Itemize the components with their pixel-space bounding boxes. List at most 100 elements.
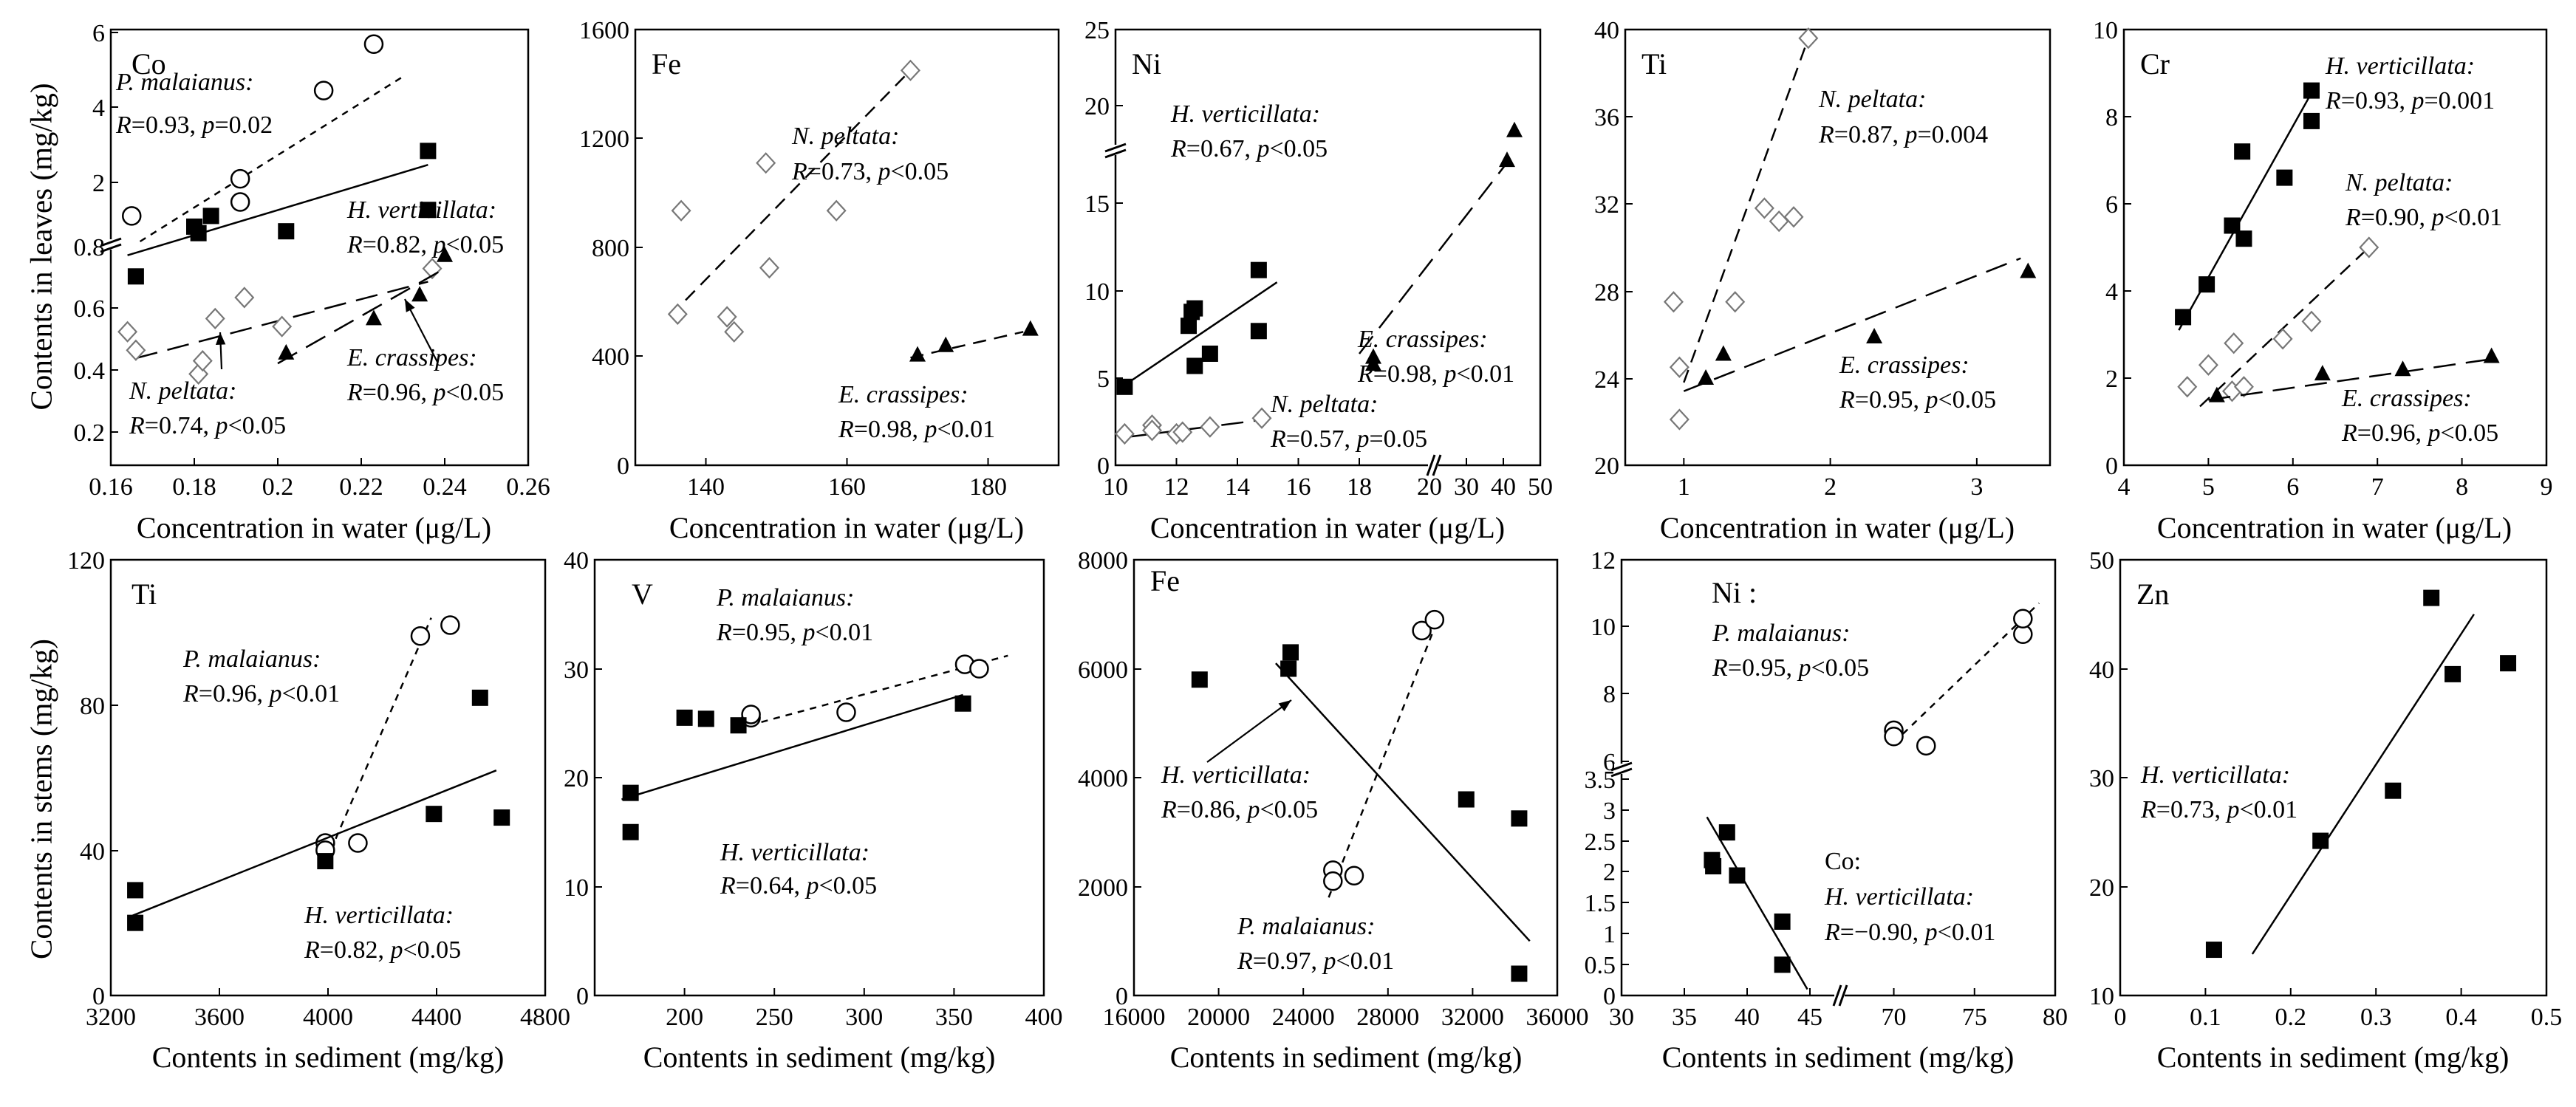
p-symbol: p xyxy=(923,416,937,443)
data-point xyxy=(192,349,213,372)
p-symbol: p xyxy=(1355,425,1369,453)
series-stat-label: R=0.86, p<0.05 xyxy=(1161,796,1318,823)
data-point xyxy=(2314,365,2331,381)
data-point xyxy=(826,199,847,222)
series-h-verticillata xyxy=(1191,644,1531,982)
x-tick-label: 0.2 xyxy=(2275,1004,2307,1031)
series-h-verticillata xyxy=(621,693,971,840)
x-tick-label: 3 xyxy=(1970,473,1983,501)
series-p-malaianus xyxy=(741,654,1008,728)
data-point xyxy=(493,809,510,826)
fit-line xyxy=(1893,602,2040,744)
y-tick-label: 4 xyxy=(92,95,105,122)
data-point xyxy=(969,659,989,679)
series-name-label: E. crassipes: xyxy=(2341,385,2472,412)
fit-line xyxy=(1275,662,1531,942)
r-symbol: R xyxy=(129,412,145,439)
data-point xyxy=(2303,112,2320,129)
data-point xyxy=(1412,620,1432,641)
p-symbol: p xyxy=(1322,947,1336,975)
stat-sep: , xyxy=(793,872,806,899)
fit-line xyxy=(1706,816,1808,990)
data-point xyxy=(954,695,971,712)
p-symbol: p xyxy=(1924,919,1938,946)
stat-sep: , xyxy=(202,412,215,439)
x-tick-label: 400 xyxy=(1025,1004,1063,1031)
data-point xyxy=(2234,143,2251,160)
r-value: =−0.90 xyxy=(1840,919,1913,946)
data-point xyxy=(2199,276,2215,293)
arrow-head xyxy=(1278,700,1291,712)
p-value: <0.01 xyxy=(2444,204,2502,231)
y-tick-label: 2000 xyxy=(1078,874,1128,902)
data-point xyxy=(126,339,146,361)
r-symbol: R xyxy=(182,680,199,707)
data-point xyxy=(2385,782,2402,799)
data-point xyxy=(190,225,207,241)
p-symbol: p xyxy=(1442,360,1456,388)
r-value: =0.57 xyxy=(1286,425,1345,453)
y-tick-label: 400 xyxy=(592,343,629,371)
x-axis-label: Concentration in water (μg/L) xyxy=(137,511,491,544)
data-point xyxy=(471,689,488,706)
stat-sep: , xyxy=(256,680,269,707)
data-point xyxy=(2235,230,2252,247)
p-symbol: p xyxy=(2225,796,2239,823)
r-symbol: R xyxy=(1161,796,1177,823)
x-tick-label: 12 xyxy=(1164,473,1189,501)
series-p-malaianus xyxy=(122,34,404,243)
stat-sep: , xyxy=(1234,796,1247,823)
data-point xyxy=(1181,318,1197,335)
y-tick-label: 2.5 xyxy=(1585,829,1616,856)
x-tick-label: 4400 xyxy=(411,1004,462,1031)
y-tick-label: 28 xyxy=(1594,279,1619,306)
data-point xyxy=(437,246,453,262)
fit-line xyxy=(139,75,404,243)
data-point xyxy=(2175,309,2192,326)
chart-panel-2: 140 160 180 0 400 800 1200 1600 Concentration in… xyxy=(579,17,1060,544)
fit-line xyxy=(910,331,1024,359)
y-tick-label: 0.6 xyxy=(74,295,106,323)
data-point xyxy=(278,223,295,240)
data-point xyxy=(1511,810,1528,827)
x-tick-label: 300 xyxy=(845,1004,883,1031)
r-symbol: R xyxy=(115,112,131,139)
x-tick-label: 16 xyxy=(1286,473,1311,501)
y-tick-label: 24 xyxy=(1594,366,1619,394)
series-name-label: P. malaianus: xyxy=(182,645,321,673)
r-symbol: R xyxy=(1712,654,1728,682)
stat-sep: , xyxy=(1913,919,1925,946)
fit-line xyxy=(1328,616,1440,898)
data-point xyxy=(317,853,334,870)
p-symbol: p xyxy=(876,158,890,185)
data-point xyxy=(667,303,688,325)
x-tick-label: 4000 xyxy=(303,1004,353,1031)
data-point xyxy=(1884,726,1904,747)
data-point xyxy=(741,705,761,724)
y-tick-label: 0.2 xyxy=(74,419,106,447)
y-tick-label: 40 xyxy=(80,838,105,866)
data-point xyxy=(440,615,460,635)
r-value: =0.95 xyxy=(1855,386,1913,414)
series-name-label: H. verticillata: xyxy=(2325,52,2475,80)
series-name-label: N. peltata: xyxy=(1818,86,1926,113)
data-point xyxy=(1250,323,1267,340)
series-e-crassipes xyxy=(909,320,1039,362)
data-point xyxy=(759,257,779,279)
data-point xyxy=(2177,376,2198,398)
data-point xyxy=(1798,27,1819,49)
r-symbol: R xyxy=(720,872,736,899)
series-h-verticillata xyxy=(2205,589,2517,959)
series-stat-label: R=0.98, p<0.01 xyxy=(838,416,995,443)
data-point xyxy=(1669,408,1690,431)
data-point xyxy=(1774,914,1791,930)
y-axis-label-stems: Contents in stems (mg/kg) xyxy=(24,639,58,959)
y-tick-label: 6 xyxy=(2105,191,2118,219)
series-stat-label: R=0.96, p<0.01 xyxy=(182,680,340,707)
r-value: =0.98 xyxy=(854,416,912,443)
data-point xyxy=(313,80,334,100)
y-tick-label: 8000 xyxy=(1078,547,1128,575)
data-point xyxy=(2500,655,2517,672)
r-value: =0.90 xyxy=(2361,204,2419,231)
p-symbol: p xyxy=(1924,386,1938,414)
